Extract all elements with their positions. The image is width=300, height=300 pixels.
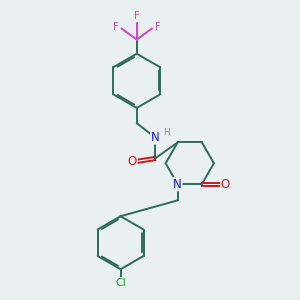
Text: F: F	[134, 11, 140, 21]
Text: H: H	[163, 128, 169, 136]
Text: O: O	[128, 155, 137, 168]
Text: F: F	[113, 22, 119, 32]
Text: Cl: Cl	[115, 278, 126, 287]
Text: N: N	[173, 178, 182, 191]
Text: N: N	[151, 131, 159, 144]
Text: O: O	[221, 178, 230, 191]
Text: F: F	[154, 22, 160, 32]
